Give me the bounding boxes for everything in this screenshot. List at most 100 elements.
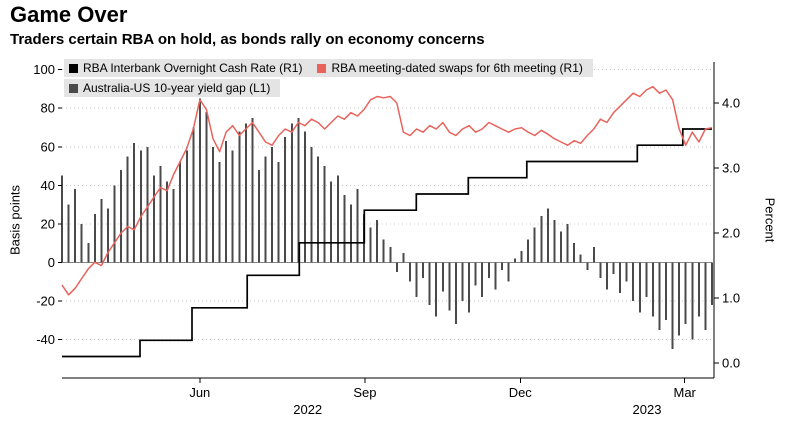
legend-label: RBA meeting-dated swaps for 6th meeting … — [331, 61, 583, 75]
yield-gap-bar — [441, 262, 444, 292]
legend-label: Australia-US 10-year yield gap (L1) — [83, 81, 271, 95]
yield-gap-bar — [139, 150, 142, 263]
yield-gap-bar — [336, 175, 339, 263]
yield-gap-bar — [323, 166, 326, 263]
yield-gap-bar — [711, 262, 713, 305]
yield-gap-bar — [120, 169, 123, 263]
yield-gap-bar — [80, 223, 83, 263]
yield-gap-bar — [67, 204, 70, 263]
yield-gap-bar — [290, 123, 293, 263]
yield-gap-bar — [520, 250, 523, 263]
yield-gap-bar — [389, 246, 392, 263]
yield-gap-bar — [638, 262, 641, 313]
cash-rate-line — [62, 128, 712, 358]
yield-gap-bar — [494, 262, 497, 290]
yield-gap-bar — [599, 262, 602, 278]
yield-gap-bar — [527, 239, 530, 263]
yield-gap-bar — [166, 181, 169, 263]
chart-subtitle: Traders certain RBA on hold, as bonds ra… — [10, 31, 485, 48]
yield-gap-bar — [461, 262, 464, 301]
yield-gap-bar — [330, 181, 333, 263]
y-left-tick-label: 40 — [41, 178, 55, 193]
yield-gap-bar — [533, 227, 536, 263]
yield-gap-bar — [218, 162, 221, 263]
yield-gap-bar — [402, 252, 405, 263]
yield-gap-bar — [303, 131, 306, 263]
yield-gap-bar — [343, 194, 346, 263]
yield-gap-bar — [146, 146, 149, 263]
swaps-line — [61, 85, 713, 296]
yield-gap-bar — [238, 131, 241, 263]
yield-gap-bar — [205, 112, 208, 263]
yield-gap-bar — [369, 227, 372, 263]
yield-gap-bar — [382, 239, 385, 263]
yield-gap-bar — [645, 262, 648, 298]
yield-gap-bar — [605, 262, 608, 290]
cash-rate-swatch-icon — [69, 63, 78, 73]
y-left-tick-label: 20 — [41, 216, 55, 231]
yield-gap-bar — [619, 262, 622, 294]
yield-gap-bar — [376, 220, 379, 263]
yield-gap-bar — [428, 262, 431, 305]
yield-gap-bar — [113, 185, 116, 263]
legend-item-cash-rate: RBA Interbank Overnight Cash Rate (R1) — [64, 59, 313, 77]
yield-gap-bar — [474, 262, 477, 286]
yield-gap-bar — [133, 142, 136, 263]
yield-gap-bar — [481, 262, 484, 298]
yield-gap-bar — [244, 123, 247, 263]
y-left-tick-label: 0 — [48, 255, 55, 270]
yield-gap-bar — [356, 189, 359, 263]
y-left-tick-label: -20 — [36, 293, 55, 308]
x-year-label: 2023 — [633, 402, 662, 417]
yield-gap-bar — [349, 204, 352, 263]
yield-gap-bar — [658, 262, 661, 330]
yield-gap-bar — [665, 262, 668, 321]
y-right-tick-label: 1.0 — [722, 291, 740, 306]
yield-gap-bar — [448, 262, 451, 311]
yield-gap-bar — [310, 146, 313, 263]
yield-gap-bar — [514, 258, 517, 263]
legend-item-swaps: RBA meeting-dated swaps for 6th meeting … — [312, 59, 593, 77]
yield-gap-bar — [61, 175, 63, 263]
x-tick-label: Jun — [189, 385, 210, 400]
chart-title: Game Over — [10, 2, 128, 27]
yield-gap-bar — [559, 231, 562, 263]
yield-gap-swatch-icon — [69, 83, 78, 93]
yield-gap-bar — [586, 262, 589, 271]
yield-gap-bar — [87, 243, 90, 263]
yield-gap-bar — [573, 243, 576, 263]
yield-gap-bar — [487, 262, 490, 278]
yield-gap-bar — [100, 198, 103, 263]
y-left-tick-label: -40 — [36, 332, 55, 347]
yield-gap-bar — [395, 262, 398, 273]
yield-gap-bar — [625, 262, 628, 282]
yield-gap-bar — [697, 262, 700, 317]
yield-gap-bar — [691, 262, 694, 340]
y-right-tick-label: 2.0 — [722, 226, 740, 241]
yield-gap-bar — [546, 208, 549, 263]
yield-gap-bar — [671, 262, 674, 350]
yield-gap-bar — [179, 162, 182, 263]
yield-gap-bar — [231, 150, 234, 263]
yield-gap-bar — [704, 262, 707, 330]
swaps-swatch-icon — [317, 63, 327, 73]
x-tick-label: Mar — [674, 385, 697, 400]
x-year-label: 2022 — [293, 402, 322, 417]
legend-label: RBA Interbank Overnight Cash Rate (R1) — [83, 61, 303, 75]
yield-gap-bar — [566, 223, 569, 263]
y-left-tick-label: 80 — [41, 101, 55, 116]
y-left-tick-label: 60 — [41, 139, 55, 154]
yield-gap-bar — [507, 262, 510, 282]
yield-gap-bar — [579, 254, 582, 263]
y-left-tick-label: 100 — [33, 62, 55, 77]
yield-gap-bar — [172, 189, 175, 263]
yield-gap-bar — [264, 156, 267, 263]
yield-gap-bar — [106, 208, 109, 263]
yield-gap-bar — [192, 127, 195, 263]
yield-gap-bar — [284, 137, 287, 263]
yield-gap-bar — [435, 262, 438, 317]
y-right-tick-label: 0.0 — [722, 356, 740, 371]
yield-gap-bar — [198, 98, 201, 263]
yield-gap-bar — [185, 150, 188, 263]
yield-gap-bar — [632, 262, 635, 301]
